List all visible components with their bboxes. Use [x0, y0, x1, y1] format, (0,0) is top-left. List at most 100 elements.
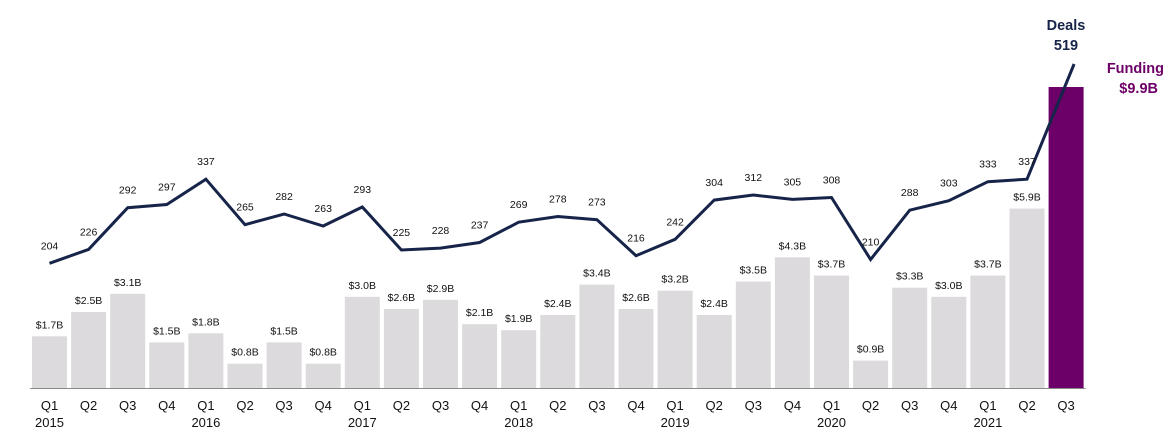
year-tick-label: 2021 [973, 415, 1002, 430]
quarter-tick-label: Q1 [666, 398, 683, 413]
deals-value-label: 225 [393, 227, 411, 239]
quarter-tick-label: Q2 [549, 398, 566, 413]
funding-bar [462, 324, 498, 388]
quarter-tick-label: Q1 [197, 398, 214, 413]
quarter-tick-label: Q3 [745, 398, 762, 413]
deals-callout-title: Deals [1047, 18, 1086, 34]
bar-value-label: $3.7B [974, 259, 1001, 271]
bar-value-label: $2.1B [466, 307, 493, 319]
deals-value-label: 273 [588, 197, 606, 209]
funding-bar [188, 333, 224, 388]
bar-value-label: $2.4B [700, 298, 727, 310]
year-tick-label: 2020 [817, 415, 846, 430]
bar-value-label: $3.0B [349, 280, 376, 292]
funding-bar [266, 342, 302, 388]
deals-value-label: 333 [979, 159, 997, 171]
quarter-tick-label: Q2 [393, 398, 410, 413]
deals-value-label: 337 [1018, 156, 1036, 168]
funding-bar [227, 363, 263, 388]
bar-value-label: $0.9B [857, 344, 884, 356]
bar-value-label: $3.4B [583, 268, 610, 280]
quarter-tick-label: Q3 [901, 398, 918, 413]
year-tick-label: 2017 [348, 415, 377, 430]
quarter-tick-label: Q4 [471, 398, 488, 413]
year-tick-label: 2019 [661, 415, 690, 430]
bar-value-label: $4.3B [779, 240, 806, 252]
funding-bar [892, 287, 928, 388]
deals-value-label: 312 [745, 172, 763, 184]
deals-value-label: 269 [510, 199, 528, 211]
year-tick-label: 2015 [35, 415, 64, 430]
deals-value-label: 297 [158, 182, 176, 194]
deals-value-label: 278 [549, 194, 567, 206]
deals-callout-value: 519 [1054, 38, 1078, 54]
funding-bar [501, 330, 537, 388]
funding-bar-highlight [1048, 87, 1084, 388]
deals-value-label: 308 [823, 175, 841, 187]
quarter-tick-label: Q3 [275, 398, 292, 413]
quarter-tick-label: Q4 [627, 398, 644, 413]
bar-value-label: $2.6B [388, 292, 415, 304]
deals-value-label: 237 [471, 220, 489, 232]
funding-bars [32, 87, 1084, 388]
deals-value-label: 304 [705, 177, 723, 189]
x-axis-ticks: Q1 2015 Q2 Q3 Q4 Q1 2016 Q2 Q3 Q4 Q1 2017 Q2 Q3 Q4 Q1 20… [35, 398, 1075, 430]
quarter-tick-label: Q4 [784, 398, 801, 413]
funding-bar [774, 257, 810, 388]
bar-value-label: $3.3B [896, 271, 923, 283]
bar-value-label: $2.4B [544, 298, 571, 310]
quarter-tick-label: Q3 [588, 398, 605, 413]
quarter-tick-label: Q2 [236, 398, 253, 413]
year-tick-label: 2016 [191, 415, 220, 430]
quarter-tick-label: Q2 [706, 398, 723, 413]
deals-value-label: 305 [784, 176, 802, 188]
deals-value-label: 265 [236, 202, 254, 214]
funding-bar [149, 342, 185, 388]
deals-value-label: 228 [432, 225, 450, 237]
funding-bar [814, 275, 849, 388]
year-tick-label: 2018 [504, 415, 533, 430]
deals-value-label: 226 [80, 226, 98, 238]
deals-value-label: 242 [666, 216, 684, 228]
quarter-tick-label: Q1 [41, 398, 58, 413]
bar-value-label: $1.5B [153, 325, 180, 337]
funding-bar [657, 290, 693, 388]
deals-value-label: 288 [901, 187, 919, 199]
funding-callout-value: $9.9B [1119, 81, 1158, 97]
funding-bar [110, 293, 146, 388]
quarter-tick-label: Q1 [823, 398, 840, 413]
quarter-tick-label: Q2 [862, 398, 879, 413]
funding-bar [423, 299, 458, 388]
bar-value-label: $1.7B [36, 319, 63, 331]
bar-value-label: $1.9B [505, 313, 532, 325]
funding-bar [696, 315, 732, 388]
funding-bar [32, 336, 67, 388]
bar-value-label: $3.5B [740, 265, 767, 277]
funding-bar [71, 312, 107, 388]
deals-value-label: 210 [862, 237, 880, 249]
deals-line [48, 63, 1076, 265]
deals-value-label: 216 [627, 233, 645, 245]
bar-value-label: $3.0B [935, 280, 962, 292]
bar-value-label: $3.2B [661, 274, 688, 286]
bar-value-label: $2.9B [427, 283, 454, 295]
deals-value-label: 303 [940, 178, 958, 190]
funding-bar [540, 315, 576, 388]
funding-callout-title: Funding [1107, 61, 1164, 77]
funding-bar [305, 363, 341, 388]
quarter-tick-label: Q2 [80, 398, 97, 413]
quarter-tick-label: Q4 [315, 398, 332, 413]
bar-value-label: $3.1B [114, 277, 141, 289]
funding-bar [344, 296, 380, 388]
funding-bar [735, 281, 771, 388]
quarter-tick-label: Q2 [1018, 398, 1035, 413]
bar-value-label: $1.5B [270, 325, 297, 337]
bar-value-label: $1.8B [192, 316, 219, 328]
quarter-tick-label: Q1 [354, 398, 371, 413]
deals-value-label: 263 [314, 203, 332, 215]
deals-value-label: 337 [197, 156, 215, 168]
deals-line-layer [48, 63, 1076, 265]
quarter-tick-label: Q3 [119, 398, 136, 413]
bar-value-label: $5.9B [1013, 192, 1040, 204]
